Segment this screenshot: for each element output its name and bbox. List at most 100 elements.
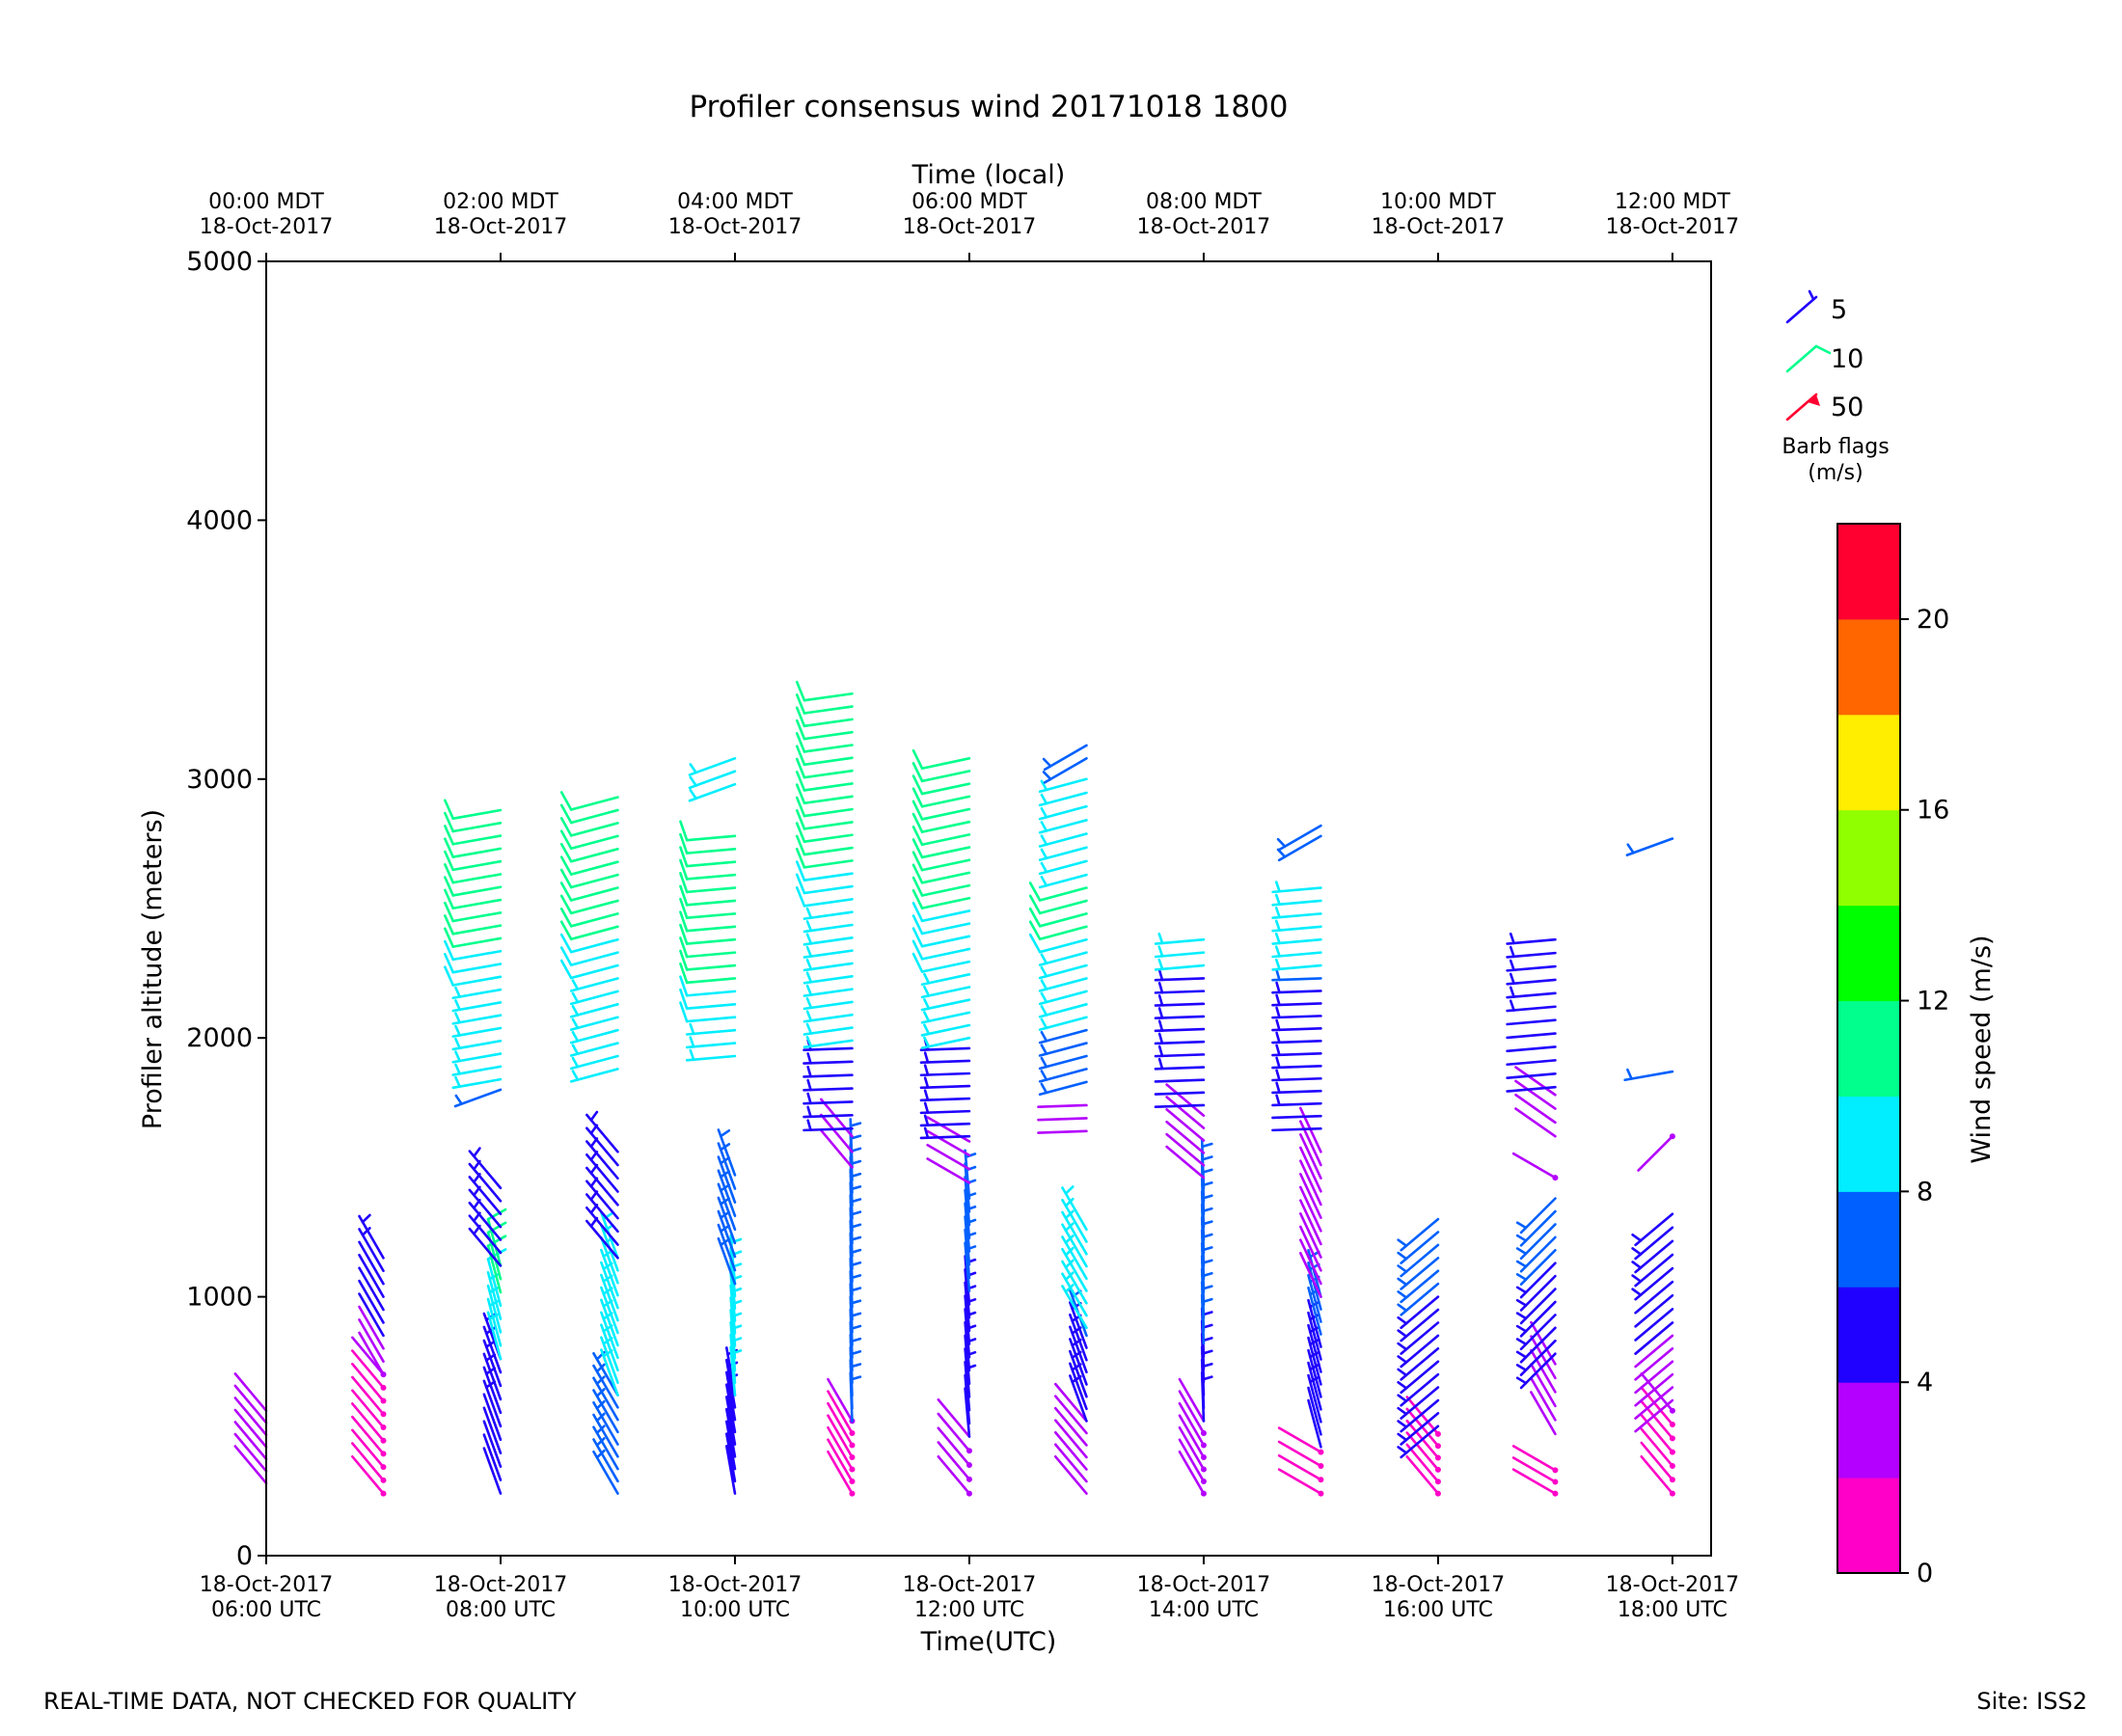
y-tick-label: 3000 [186, 765, 253, 795]
barb-station-dot [380, 1411, 387, 1418]
barb-staff [1640, 1454, 1674, 1495]
barb-feather [795, 834, 806, 856]
wind-barb [679, 846, 737, 868]
barb-staff [600, 1348, 619, 1397]
barb-half-feather [923, 1089, 930, 1101]
barb-staff [1623, 1070, 1674, 1082]
barb-staff [600, 1248, 619, 1297]
wind-barb [919, 1114, 971, 1127]
barb-half-feather [923, 985, 931, 997]
barb-staff [685, 834, 737, 842]
barb-staff [685, 860, 737, 868]
barb-half-feather [571, 1005, 580, 1017]
wind-barb [444, 965, 503, 987]
wind-barb [1271, 1126, 1322, 1132]
barb-staff [358, 1292, 385, 1338]
barb-half-feather [1040, 848, 1048, 860]
barb-half-feather [1157, 968, 1164, 982]
barb-feather [911, 800, 924, 821]
barb-staff [803, 884, 854, 895]
barb-staff [724, 1370, 737, 1422]
barb-half-feather [1275, 1018, 1281, 1032]
wind-barb [795, 757, 854, 779]
barb-staff [1277, 834, 1322, 862]
barb-feather [911, 927, 924, 948]
wind-barb [1515, 1314, 1557, 1351]
barb-staff [717, 1155, 737, 1204]
barb-staff [351, 1428, 385, 1469]
wind-barb [1506, 1059, 1557, 1067]
wind-barb [1397, 1412, 1440, 1446]
wind-barb [233, 1445, 268, 1485]
wind-barb [1307, 1361, 1322, 1411]
wind-barb [1154, 1032, 1206, 1045]
barb-staff [451, 936, 503, 948]
barb-staff [451, 911, 503, 923]
barb-staff [1178, 1390, 1206, 1435]
barb-feather [679, 858, 689, 881]
barb-staff [1271, 912, 1322, 920]
barb-half-feather [1157, 1019, 1164, 1032]
barb-staff [482, 1366, 503, 1415]
wind-barb [1405, 1431, 1441, 1473]
wind-barb [1054, 1382, 1088, 1423]
wind-barb [1165, 1096, 1206, 1129]
wind-barb [1515, 1223, 1557, 1261]
barb-staff [717, 1128, 737, 1177]
barb-half-feather [1201, 1142, 1213, 1149]
barb-staff [1640, 1386, 1674, 1426]
barb-half-feather [454, 986, 461, 998]
wind-barb [1038, 777, 1088, 794]
barb-half-feather [1631, 1288, 1643, 1297]
barb-staff [724, 1432, 737, 1483]
wind-barb [679, 1001, 737, 1023]
wind-barb [795, 860, 854, 882]
barb-staff [1271, 937, 1322, 945]
barb-staff [1405, 1443, 1440, 1483]
barb-half-feather [805, 907, 813, 919]
barb-half-feather [1631, 1233, 1643, 1242]
x-tick-label-date: 18-Oct-2017 [903, 1573, 1037, 1597]
barb-half-feather [1397, 1446, 1408, 1454]
wind-barb [920, 972, 971, 987]
barb-feather [911, 863, 924, 884]
barb-staff [1400, 1424, 1440, 1459]
barb-half-feather [689, 789, 697, 800]
barb-feather [679, 949, 689, 971]
wind-barb [1397, 1231, 1440, 1264]
barb-staff [1519, 1314, 1557, 1351]
wind-barb [1271, 1056, 1322, 1070]
barb-station-dot [1669, 1435, 1675, 1442]
barb-station-dot [1434, 1454, 1441, 1461]
barb-staff [1271, 1101, 1322, 1107]
barb-staff [351, 1362, 385, 1402]
barb-half-feather [1631, 1247, 1643, 1256]
barb-staff [1271, 990, 1322, 994]
barb-staff [600, 1235, 619, 1285]
top-x-tick-label-time: 04:00 MDT [677, 190, 793, 214]
wind-barb [1165, 1083, 1206, 1118]
wind-barb [233, 1372, 268, 1412]
barb-staff [569, 990, 619, 1006]
barb-feather [679, 923, 689, 945]
barb-staff [358, 1228, 385, 1273]
wind-barb [1028, 907, 1088, 928]
barb-half-feather [1274, 881, 1281, 893]
barb-staff [1634, 1280, 1674, 1315]
barb-staff [1165, 1096, 1206, 1129]
barb-staff [920, 820, 971, 833]
barb-half-feather [1515, 1338, 1528, 1346]
barb-staff [600, 1336, 619, 1384]
barb-station-dot [1669, 1462, 1675, 1469]
barb-staff [451, 834, 503, 846]
wind-barb [911, 787, 971, 808]
barb-staff [685, 925, 737, 933]
barb-staff [803, 1039, 854, 1049]
barb-feather [444, 927, 455, 948]
top-x-tick-label-date: 18-Oct-2017 [903, 215, 1037, 239]
barb-half-feather [1040, 1056, 1048, 1069]
wind-barb [358, 1253, 385, 1298]
wind-profile [911, 748, 977, 1497]
barb-feather [795, 771, 806, 792]
barb-half-feather [1397, 1394, 1408, 1403]
